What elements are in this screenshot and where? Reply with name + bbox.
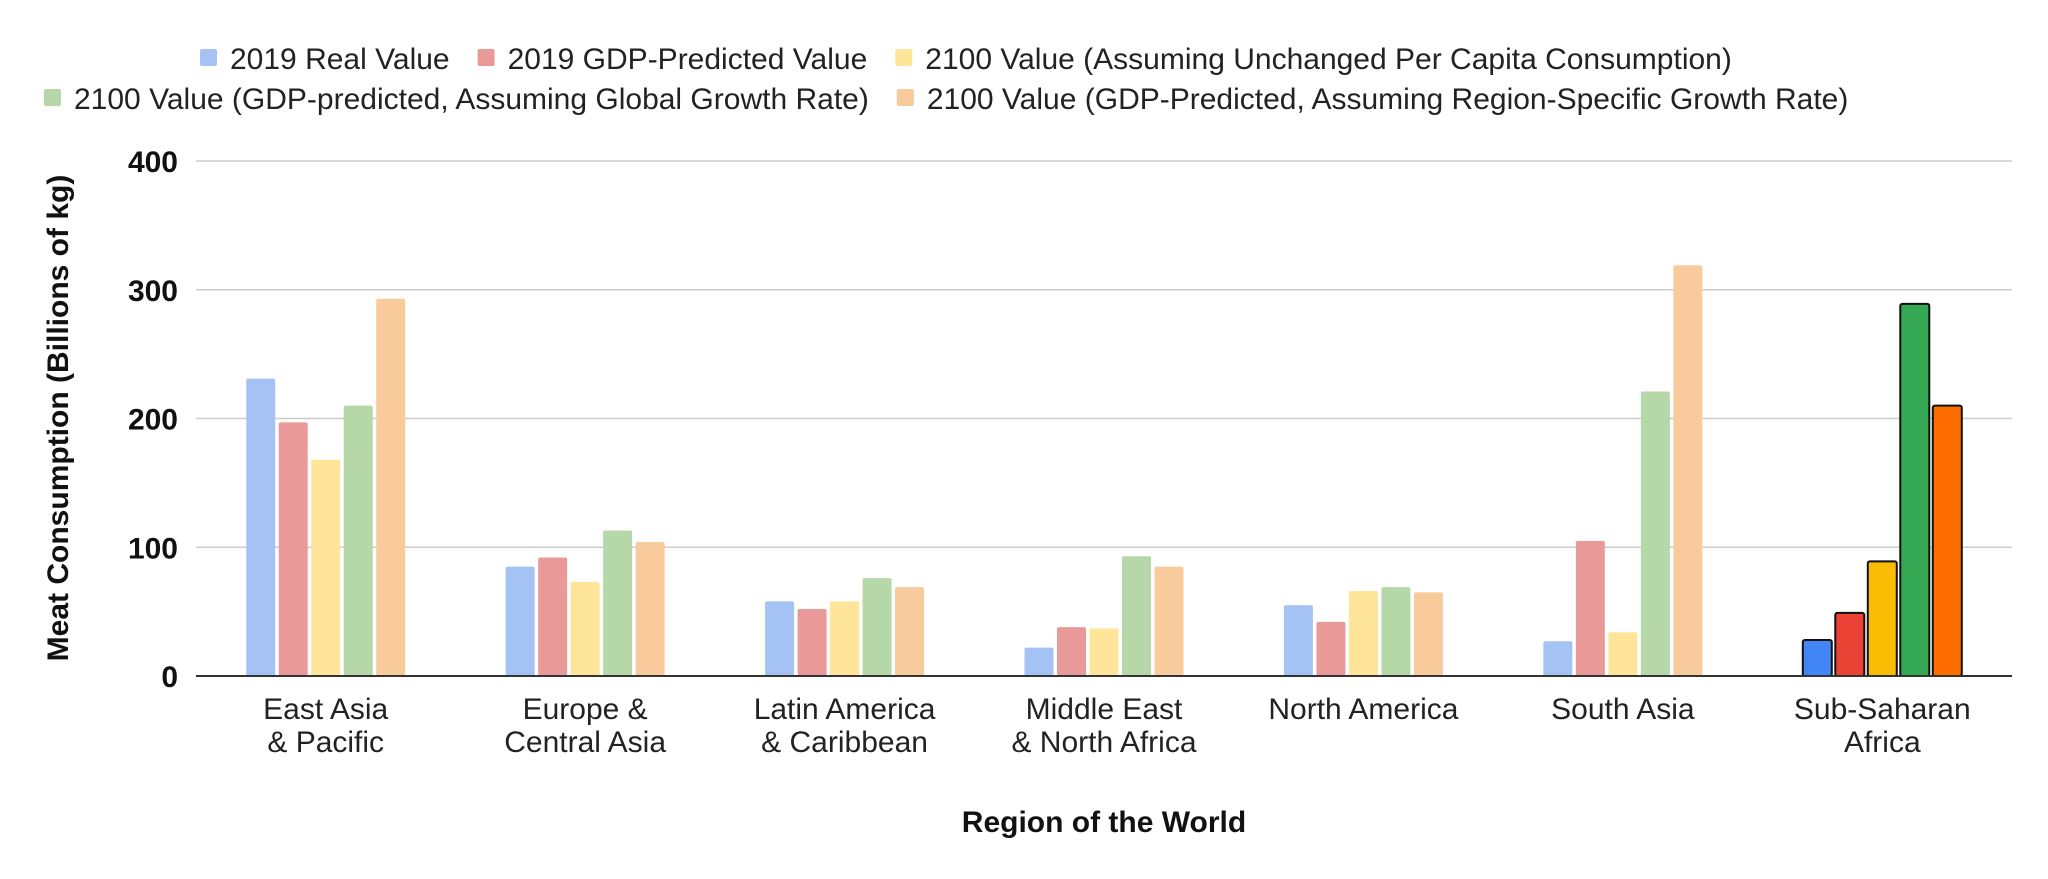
x-tick-label: & Caribbean (761, 726, 928, 759)
legend-swatch (200, 49, 217, 66)
legend-label: 2100 Value (GDP-Predicted, Assuming Regi… (927, 83, 1849, 116)
x-tick-label: Latin America (754, 693, 936, 726)
x-axis-title: Region of the World (962, 806, 1246, 839)
legend-item: 2100 Value (GDP-Predicted, Assuming Regi… (896, 83, 1849, 116)
x-tick-label: Middle East (1026, 693, 1183, 726)
bar (505, 566, 535, 676)
legend-item: 2019 GDP-Predicted Value (477, 43, 868, 76)
bar (1413, 592, 1443, 676)
x-tick-label: Sub-Saharan (1794, 693, 1971, 726)
bars (246, 265, 1963, 678)
bar (603, 530, 633, 676)
legend-swatch (896, 89, 914, 106)
legend-item: 2100 Value (GDP-predicted, Assuming Glob… (44, 83, 869, 116)
bar (570, 582, 600, 676)
y-tick-label: 400 (128, 146, 178, 179)
x-tick-label: & Pacific (267, 726, 384, 759)
x-tick-label: Central Asia (504, 726, 666, 759)
bar (1154, 566, 1184, 676)
legend-label: 2100 Value (Assuming Unchanged Per Capit… (925, 43, 1732, 76)
legend-swatch (477, 49, 495, 66)
legend: 2019 Real Value 2019 GDP-Predicted Value 2… (44, 43, 1848, 116)
y-tick-label: 300 (128, 275, 178, 308)
y-tick-label: 200 (128, 404, 178, 437)
bar (830, 601, 860, 676)
bar (1089, 628, 1119, 676)
legend-item: 2100 Value (Assuming Unchanged Per Capit… (895, 43, 1732, 76)
bar (1801, 638, 1833, 678)
bar (1608, 632, 1638, 676)
bar (1543, 641, 1573, 676)
bar (765, 601, 795, 676)
legend-label: 2019 Real Value (230, 43, 450, 76)
x-tick-label: South Asia (1551, 693, 1695, 726)
bar (538, 557, 568, 676)
legend-label: 2019 GDP-Predicted Value (508, 43, 868, 76)
bar (1316, 621, 1346, 676)
bar (343, 405, 373, 676)
bar (1575, 540, 1605, 676)
y-tick-label: 0 (161, 661, 178, 694)
y-tick-label: 100 (128, 532, 178, 565)
y-axis-title: Meat Consumption (Billions of kg) (42, 175, 75, 662)
bar (797, 609, 827, 676)
bar (278, 422, 308, 676)
bar (635, 542, 665, 676)
bar (1866, 560, 1898, 677)
x-tick-label: & North Africa (1011, 726, 1196, 759)
bar (1673, 265, 1703, 676)
bar (376, 298, 406, 676)
bar (1348, 591, 1378, 676)
gridlines (196, 160, 2012, 548)
bar (1024, 647, 1054, 676)
x-tick-label: Africa (1844, 726, 1921, 759)
x-tick-label: East Asia (263, 693, 388, 726)
legend-label: 2100 Value (GDP-predicted, Assuming Glob… (74, 83, 869, 116)
bar (311, 459, 341, 676)
bar (1834, 611, 1866, 677)
bar (1283, 605, 1313, 676)
x-tick-label: Europe & (523, 693, 648, 726)
legend-swatch (895, 49, 913, 66)
bar (1931, 404, 1963, 677)
axes: 0 100 200 300 400 East Asia& Pacific Europe &C… (128, 146, 2012, 759)
bar (1057, 627, 1086, 676)
bar (1381, 587, 1411, 676)
bar (1640, 391, 1670, 676)
bar (246, 378, 276, 676)
bar (895, 587, 925, 676)
legend-item: 2019 Real Value (200, 43, 450, 76)
bar (862, 578, 892, 676)
bar (1122, 556, 1151, 676)
x-tick-label: North America (1268, 693, 1458, 726)
bar (1899, 302, 1931, 677)
legend-swatch (44, 89, 61, 106)
